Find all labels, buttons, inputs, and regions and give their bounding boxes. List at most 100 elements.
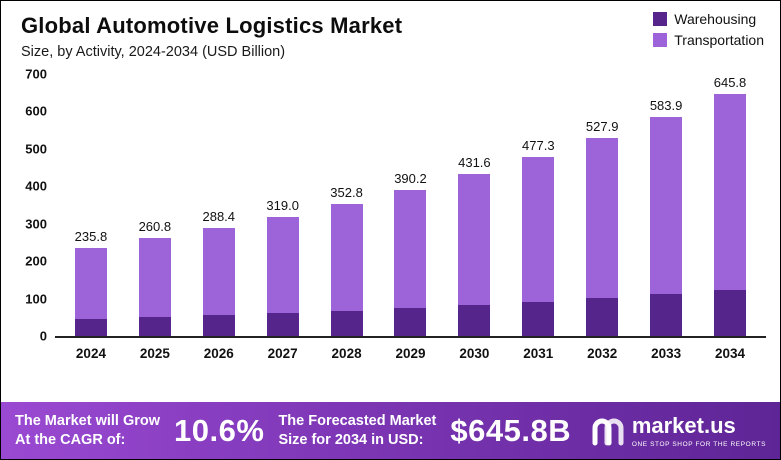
chart-subtitle: Size, by Activity, 2024-2034 (USD Billio…: [21, 44, 286, 60]
segment-warehousing: [266, 313, 299, 336]
chart-legend: Warehousing Transportation: [653, 11, 764, 48]
x-axis-label: 2027: [267, 346, 298, 361]
forecast-value: $645.8B: [450, 412, 572, 448]
segment-transportation: [522, 157, 555, 302]
bar-total-label: 235.8: [74, 228, 108, 244]
segment-transportation: [330, 203, 363, 311]
chart-area: Global Automotive Logistics Market Size,…: [1, 1, 780, 402]
brand-text: market.us One Stop Shop For The Reports: [632, 413, 766, 448]
x-axis-label: 2028: [331, 346, 362, 361]
stacked-bar-2029: [394, 189, 427, 336]
bar-group-2024: 235.8: [59, 74, 123, 336]
bar-group-2033: 583.9: [634, 74, 698, 336]
banner-mid-line1: The Forecasted Market: [278, 412, 437, 429]
bar-group-2029: 390.2: [379, 74, 443, 336]
bar-total-label: 431.6: [458, 155, 491, 171]
legend-label: Warehousing: [674, 11, 757, 27]
segment-warehousing: [394, 307, 427, 336]
page-title: Global Automotive Logistics Market: [21, 13, 403, 38]
stacked-bar-2028: [330, 203, 363, 336]
y-tick-label: 400: [25, 178, 47, 194]
bar-group-2025: 260.8: [123, 74, 187, 336]
stacked-bar-2024: [74, 247, 107, 336]
segment-transportation: [266, 216, 299, 314]
segment-transportation: [586, 138, 619, 299]
segment-warehousing: [138, 317, 171, 336]
banner-left-line1: The Market will Grow: [15, 412, 161, 429]
bar-group-2034: 645.8: [698, 74, 762, 336]
bar-total-label: 527.9: [585, 119, 619, 135]
segment-warehousing: [74, 319, 107, 336]
y-tick-label: 0: [39, 328, 47, 344]
brand-tagline: One Stop Shop For The Reports: [631, 441, 766, 448]
segment-transportation: [138, 238, 171, 318]
bar-group-2027: 319.0: [251, 74, 315, 336]
bar-total-label: 645.8: [713, 75, 747, 91]
stacked-bar-2026: [202, 228, 235, 336]
segment-warehousing: [650, 294, 683, 336]
bar-group-2026: 288.4: [187, 74, 251, 336]
marketus-logo-icon: [592, 418, 624, 445]
segment-warehousing: [458, 304, 491, 336]
segment-warehousing: [330, 310, 363, 336]
footer-banner: The Market will Grow At the CAGR of: 10.…: [1, 402, 780, 459]
stacked-bar-2031: [522, 157, 555, 336]
segment-transportation: [202, 228, 235, 316]
banner-left-line2: At the CAGR of:: [15, 431, 126, 448]
bars-container: 235.8 260.8 288.4 319.0 352.8 390.2 431.6 477.3…: [55, 74, 766, 336]
transportation-swatch-icon: [653, 33, 668, 47]
warehousing-swatch-icon: [653, 12, 668, 26]
plot-area: 0 100 200 300 400 500 600 700 235.8 260.8 288.4 31…: [15, 67, 766, 361]
segment-transportation: [714, 94, 747, 290]
x-axis-label: 2029: [395, 346, 426, 361]
x-axis-label: 2024: [75, 346, 106, 361]
bar-group-2032: 527.9: [570, 74, 634, 336]
segment-transportation: [650, 117, 683, 295]
cagr-value: 10.6%: [174, 412, 265, 448]
bar-total-label: 288.4: [202, 209, 236, 225]
plot-main: 235.8 260.8 288.4 319.0 352.8 390.2 431.6 477.3…: [55, 74, 766, 361]
stacked-bar-2034: [714, 94, 747, 336]
bar-total-label: 319.0: [266, 197, 299, 213]
segment-warehousing: [202, 315, 235, 336]
stacked-bar-2033: [650, 117, 683, 336]
segment-transportation: [394, 189, 427, 308]
x-axis-label: 2031: [523, 346, 554, 361]
chart-header: Global Automotive Logistics Market Size,…: [15, 13, 766, 60]
y-tick-label: 700: [25, 66, 47, 82]
brand-lockup: market.us One Stop Shop For The Reports: [591, 413, 766, 448]
x-axis-label: 2026: [203, 346, 234, 361]
x-axis-label: 2032: [587, 346, 618, 361]
segment-warehousing: [714, 289, 747, 336]
x-axis-label: 2034: [714, 346, 746, 361]
legend-label: Transportation: [674, 32, 764, 48]
bar-total-label: 390.2: [394, 170, 427, 186]
y-tick-label: 300: [25, 216, 47, 232]
banner-left-text: The Market will Grow At the CAGR of:: [15, 412, 160, 450]
y-tick-label: 500: [25, 141, 47, 157]
x-axis-label: 2033: [651, 346, 682, 361]
bar-total-label: 352.8: [330, 184, 363, 200]
legend-item-warehousing: Warehousing: [653, 11, 764, 27]
segment-warehousing: [586, 298, 619, 336]
bar-group-2031: 477.3: [506, 74, 570, 336]
y-axis: 0 100 200 300 400 500 600 700: [15, 67, 55, 344]
stacked-bar-2032: [586, 138, 619, 336]
bar-total-label: 583.9: [649, 98, 683, 114]
segment-warehousing: [522, 301, 555, 336]
x-axis: 2024 2025 2026 2027 2028 2029 2030 2031 2032 2033…: [55, 336, 766, 361]
brand-name: market.us: [631, 413, 736, 438]
y-tick-label: 100: [25, 291, 47, 307]
legend-item-transportation: Transportation: [653, 32, 764, 48]
x-axis-label: 2025: [139, 346, 170, 361]
bar-group-2030: 431.6: [442, 74, 506, 336]
segment-transportation: [74, 247, 107, 320]
x-axis-label: 2030: [459, 346, 490, 361]
stacked-bar-2025: [138, 238, 171, 336]
y-tick-label: 200: [25, 253, 47, 269]
bar-total-label: 260.8: [138, 219, 172, 235]
banner-mid-text: The Forecasted Market Size for 2034 in U…: [278, 412, 436, 450]
banner-mid-line2: Size for 2034 in USD:: [278, 431, 424, 448]
segment-transportation: [458, 174, 491, 305]
